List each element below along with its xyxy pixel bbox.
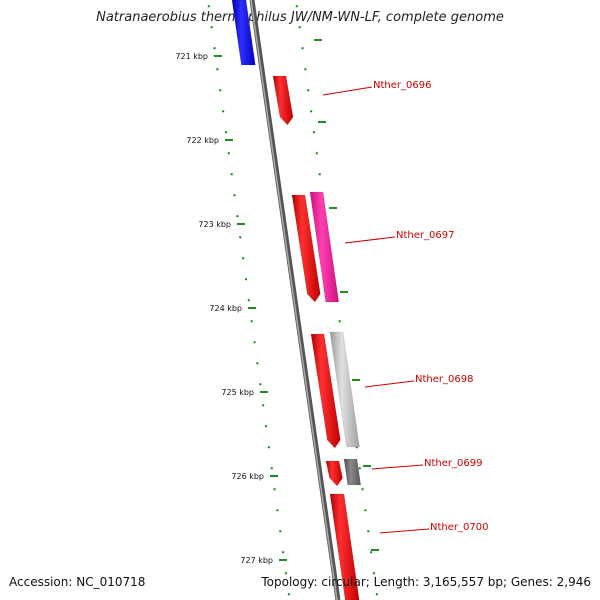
outer-ring-tick: [355, 446, 359, 449]
outer-ring-tick: [309, 110, 313, 113]
outer-ring-tick: [298, 26, 301, 29]
gene-nther-0700: [329, 493, 360, 600]
outer-ring-tick: [295, 5, 299, 8]
kbp-label: 725 kbp: [221, 388, 254, 397]
inner-ring-tick: [244, 278, 248, 281]
gene-nther-0698: [310, 333, 341, 449]
gene-nther-0699-pair: [343, 458, 362, 486]
outer-ring-tick: [312, 131, 316, 134]
inner-ring-tick: [273, 488, 276, 491]
gene-label[interactable]: Nther_0700: [430, 522, 488, 533]
kbp-label: 724 kbp: [209, 304, 242, 313]
kbp-ruler: 721 kbp 722 kbp 723 kbp 724 kbp 725 kbp 726 k…: [175, 52, 287, 565]
gene-label[interactable]: Nther_0696: [373, 80, 431, 91]
gene-label[interactable]: Nther_0698: [415, 374, 473, 385]
outer-ring-tick: [301, 47, 304, 50]
inner-ring-tick: [256, 362, 259, 365]
inner-ring-tick: [233, 194, 236, 197]
outer-ring-tick: [315, 152, 319, 155]
inner-ring-tick: [261, 404, 265, 407]
inner-ring-tick: [259, 383, 262, 386]
gene-nther-0696: [272, 75, 294, 126]
backbone: [249, 0, 341, 600]
gene-nther-0698-pair: [329, 331, 360, 448]
inner-ring-tick: [227, 152, 231, 155]
inner-ring-tick: [216, 68, 219, 71]
inner-ring-tick: [207, 5, 211, 8]
outer-ring-tick: [358, 467, 361, 470]
gene-nther-0697: [291, 194, 321, 303]
inner-ring-tick: [276, 509, 279, 512]
kbp-label: 727 kbp: [240, 556, 273, 565]
inner-ring-tick: [213, 47, 216, 50]
inner-ring-tick: [224, 131, 228, 134]
gene-labels: Nther_0696 Nther_0697 Nther_0698 Nther_0699…: [322, 80, 488, 534]
kbp-label: 723 kbp: [198, 220, 231, 229]
kbp-label: 722 kbp: [186, 136, 219, 145]
inner-ring-tick: [287, 593, 291, 596]
inner-ring-tick: [253, 341, 256, 344]
outer-ring-tick: [372, 572, 376, 575]
inner-ring-tick: [270, 467, 273, 470]
inner-ring-tick: [264, 425, 268, 428]
inner-ring-tick: [230, 173, 233, 176]
gene-label[interactable]: Nther_0697: [396, 230, 454, 241]
inner-ring-tick: [221, 110, 225, 113]
gene-label-leader: [344, 236, 396, 244]
gene-blue: [231, 0, 256, 66]
inner-ring-tick: [281, 551, 285, 554]
inner-ring-tick: [267, 446, 271, 449]
gene-label-leader: [371, 464, 424, 470]
kbp-label: 721 kbp: [175, 52, 208, 61]
kbp-label: 726 kbp: [231, 472, 264, 481]
inner-ring-tick: [219, 89, 222, 92]
genome-summary: Topology: circular; Length: 3,165,557 bp…: [261, 575, 591, 589]
inner-ring-tick: [247, 299, 251, 302]
gene-features: [231, 0, 362, 600]
outer-ring-tick: [375, 593, 379, 596]
accession-text: Accession: NC_010718: [9, 575, 146, 589]
gene-label[interactable]: Nther_0699: [424, 458, 482, 469]
outer-ring-tick: [318, 173, 321, 176]
outer-ring-tick: [369, 551, 373, 554]
outer-ring-tick: [338, 320, 341, 323]
inner-ring-tick: [241, 257, 245, 260]
outer-ring-tick: [307, 89, 310, 92]
gene-nther-0699: [325, 460, 343, 487]
inner-ring-tick: [284, 572, 288, 575]
gene-label-leader: [364, 380, 415, 388]
gene-nther-0697-pair: [309, 191, 340, 303]
gene-label-leader: [379, 528, 430, 534]
outer-ring-tick: [361, 488, 364, 491]
inner-ring-tick: [250, 320, 253, 323]
inner-ring-tick: [279, 530, 282, 533]
map-title: Natranaerobius thermophilus JW/NM-WN-LF,…: [96, 10, 504, 25]
outer-ring-tick: [364, 509, 367, 512]
inner-ring-tick: [236, 215, 239, 218]
gene-label-leader: [322, 86, 373, 96]
outer-ring-tick: [367, 530, 370, 533]
inner-ring-tick: [210, 26, 213, 29]
outer-ring-tick: [304, 68, 307, 71]
inner-ring-tick: [239, 236, 242, 239]
